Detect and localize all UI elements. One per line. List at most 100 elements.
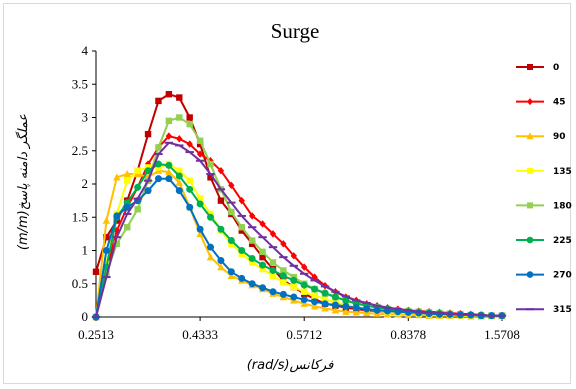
legend-label: 0	[553, 63, 559, 73]
chart-title: Surge	[271, 19, 320, 43]
data-point	[176, 114, 183, 121]
data-point	[175, 144, 184, 147]
data-point	[301, 288, 308, 295]
x-tick-label: 0.8378	[390, 327, 426, 342]
series-90	[92, 166, 506, 321]
legend-label: 270	[553, 271, 572, 281]
series-line	[95, 141, 502, 318]
data-point	[124, 177, 131, 184]
data-point	[238, 224, 245, 231]
legend-label: 180	[553, 201, 572, 211]
data-point	[228, 181, 235, 190]
data-point	[248, 212, 256, 220]
data-point	[185, 151, 194, 154]
x-tick-label: 0.4333	[182, 327, 218, 342]
data-point	[269, 288, 277, 296]
data-point	[102, 216, 111, 224]
data-point	[342, 307, 350, 315]
data-point	[404, 309, 413, 312]
data-point	[217, 197, 225, 204]
data-point	[227, 201, 236, 204]
data-point	[331, 293, 339, 301]
data-point	[352, 304, 360, 312]
data-point	[165, 168, 173, 176]
data-point	[259, 248, 266, 256]
series-line	[95, 163, 502, 318]
series-270	[92, 175, 506, 321]
series-line	[95, 169, 502, 318]
series-0	[92, 91, 506, 319]
data-point	[154, 153, 163, 156]
x-tick-label: 0.5712	[286, 327, 322, 342]
data-point	[301, 263, 308, 271]
data-point	[311, 285, 319, 293]
legend-label: 90	[553, 132, 566, 142]
data-point	[196, 140, 204, 148]
data-point	[92, 268, 100, 275]
legend-item-45: 45	[516, 98, 566, 108]
data-point	[259, 253, 266, 261]
series-line	[95, 163, 502, 318]
data-point	[414, 310, 423, 313]
data-point	[300, 296, 308, 304]
data-point	[321, 304, 329, 312]
data-point	[373, 306, 381, 314]
data-point	[134, 206, 141, 213]
data-point	[123, 170, 131, 178]
series-135	[92, 160, 506, 321]
data-point	[393, 308, 403, 311]
chart-frame	[3, 3, 571, 384]
data-point	[279, 256, 288, 259]
data-point	[526, 236, 534, 244]
data-point	[300, 281, 308, 289]
data-point	[227, 237, 235, 245]
data-point	[526, 132, 534, 140]
data-point	[186, 114, 193, 121]
data-point	[217, 256, 225, 264]
data-point	[331, 301, 339, 309]
plot-series	[91, 91, 507, 321]
data-point	[289, 264, 298, 267]
data-point	[123, 203, 131, 211]
y-tick-label: 1	[82, 243, 89, 258]
data-point	[124, 224, 131, 231]
data-point	[207, 213, 215, 221]
data-point	[310, 302, 319, 310]
data-point	[321, 295, 329, 303]
data-point	[227, 271, 236, 279]
data-point	[196, 200, 204, 208]
data-point	[176, 167, 183, 174]
data-point	[445, 312, 455, 315]
data-point	[134, 183, 142, 191]
data-point	[133, 197, 142, 200]
y-tick-label: 3	[82, 110, 89, 125]
data-point	[248, 280, 256, 288]
data-point	[103, 234, 110, 241]
legend-label: 45	[553, 98, 566, 108]
y-tick-label: 3.5	[72, 76, 88, 91]
data-point	[372, 304, 382, 307]
data-point	[300, 299, 308, 307]
data-point	[112, 236, 122, 239]
y-tick-label: 2	[82, 176, 89, 191]
data-point	[280, 279, 287, 286]
data-point	[248, 254, 256, 262]
data-point	[331, 306, 340, 314]
data-point	[238, 227, 245, 234]
data-point	[237, 214, 246, 217]
y-tick-label: 2.5	[72, 143, 88, 158]
y-tick-label: 0.5	[72, 276, 88, 291]
data-point	[144, 187, 152, 195]
x-axis-label: فرکانس(rad/s)	[247, 358, 334, 373]
data-point	[268, 246, 278, 249]
data-point	[134, 167, 141, 174]
data-point	[487, 314, 496, 317]
data-point	[113, 212, 121, 220]
data-point	[259, 265, 266, 273]
data-point	[102, 276, 111, 279]
data-point	[363, 305, 371, 313]
data-point	[435, 312, 444, 315]
data-point	[321, 289, 329, 297]
data-point	[290, 283, 297, 291]
data-point	[207, 174, 214, 181]
